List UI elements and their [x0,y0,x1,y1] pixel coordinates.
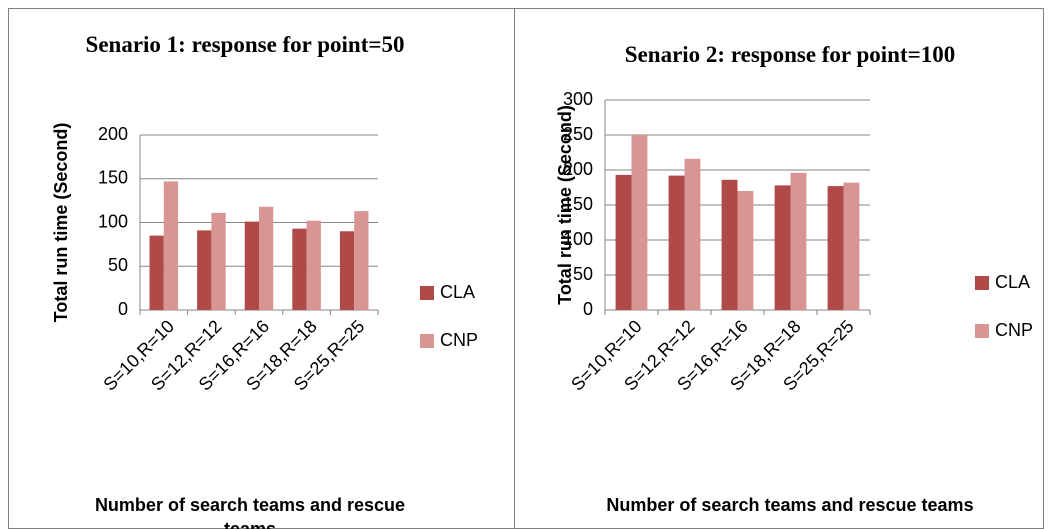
y-tick-label: 300 [563,89,593,109]
y-tick-label: 0 [583,299,593,319]
bar [149,235,164,310]
bar [197,230,212,310]
bar [631,135,648,310]
y-tick-label: 100 [98,211,128,231]
legend-label: CNP [440,330,478,350]
bar [259,206,274,310]
bar [843,182,860,310]
bar [244,221,259,310]
y-tick-label: 150 [563,194,593,214]
bar [339,231,355,310]
x-axis-title: Number of search teams and rescue teams [94,495,406,529]
y-tick-label: 150 [98,168,128,188]
bar [211,212,226,310]
bar [721,179,738,310]
y-tick-label: 200 [98,124,128,144]
legend-swatch [975,324,989,338]
bar [292,228,307,310]
legend-swatch [420,286,434,300]
legend-swatch [420,334,434,348]
bar [615,174,632,310]
chart-title: Senario 2: response for point=100 [624,42,956,67]
y-tick-label: 250 [563,124,593,144]
legend-swatch [975,276,989,290]
bar [737,191,754,310]
legend-label: CNP [995,320,1033,340]
bar [354,211,369,310]
bar [790,172,807,310]
y-tick-label: 100 [563,229,593,249]
x-axis-title: Number of search teams and rescue teams [606,495,974,515]
y-tick-label: 50 [573,264,593,284]
y-axis-title: Total run time (Second) [555,105,575,305]
bar [668,175,685,310]
y-tick-label: 200 [563,159,593,179]
bar [827,186,844,310]
chart-title: Senario 1: response for point=50 [85,32,405,57]
legend-label: CLA [995,272,1030,292]
y-tick-label: 0 [118,299,128,319]
legend-label: CLA [440,282,475,302]
bar [684,158,701,310]
bar [774,185,791,310]
y-axis-title: Total run time (Second) [51,123,71,323]
bar [306,220,321,310]
bar [163,181,179,310]
y-tick-label: 50 [108,255,128,275]
